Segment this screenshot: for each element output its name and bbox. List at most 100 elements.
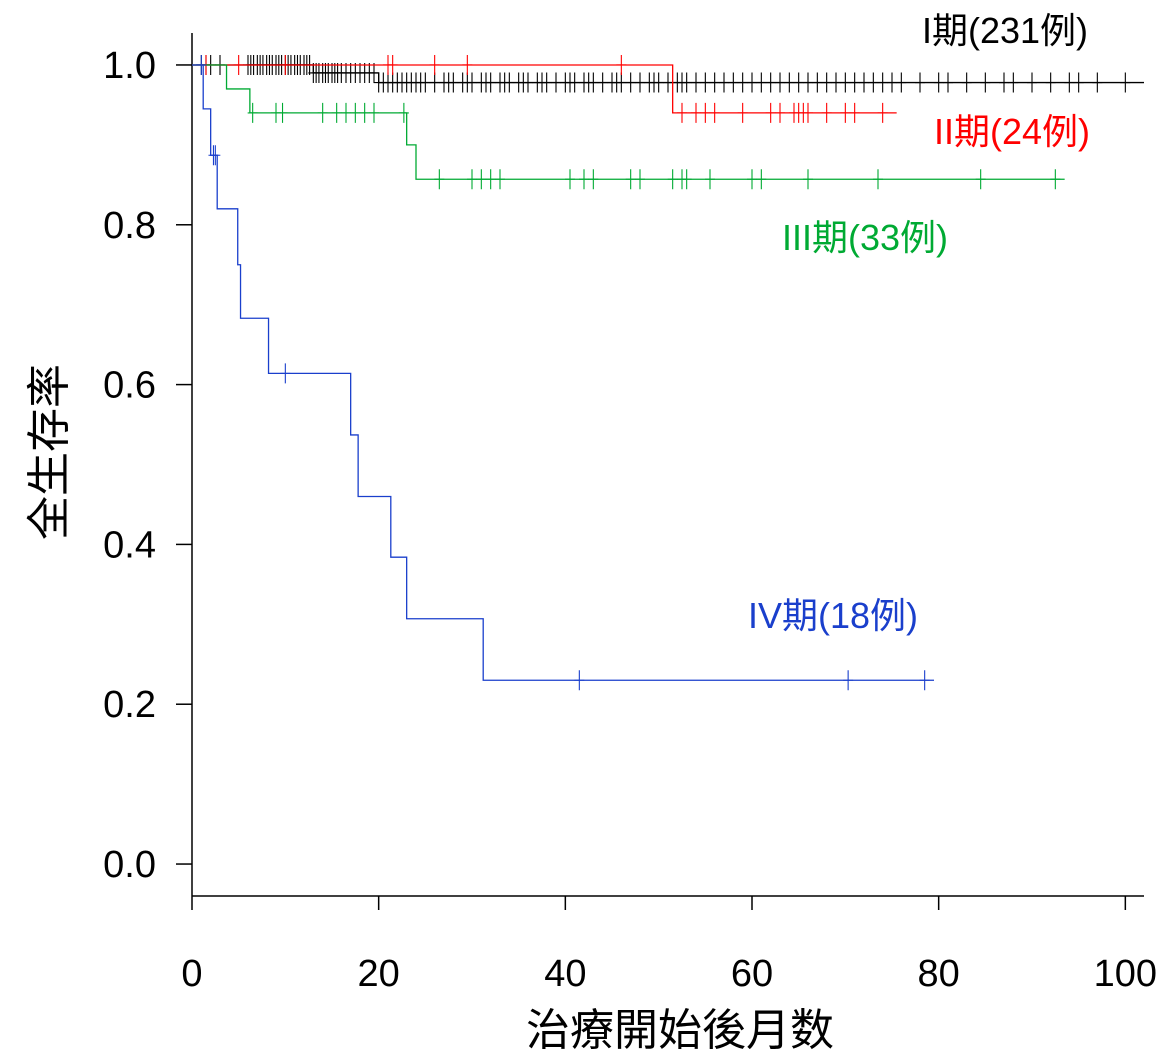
- censor-mark: [667, 169, 678, 190]
- censor-mark: [737, 102, 748, 123]
- censor-mark: [369, 62, 379, 83]
- survival-curve-4: [192, 64, 934, 681]
- censor-mark: [728, 72, 739, 93]
- y-tick-label: 0.8: [103, 205, 156, 247]
- censor-mark: [980, 72, 991, 93]
- censor-mark: [793, 72, 804, 93]
- plot-marks: [192, 54, 1144, 691]
- censor-mark: [280, 54, 291, 75]
- censor-mark: [398, 102, 409, 123]
- censor-mark: [915, 72, 925, 93]
- censor-mark: [821, 72, 832, 93]
- x-tick-label: 100: [1094, 953, 1157, 995]
- censor-mark: [709, 72, 720, 93]
- censor-mark: [616, 54, 627, 75]
- censor-mark: [359, 102, 370, 123]
- y-tick-label: 1.0: [103, 45, 156, 87]
- censor-mark: [784, 72, 795, 93]
- censor-mark: [756, 169, 767, 190]
- censor-mark: [756, 72, 767, 93]
- censor-mark: [1073, 72, 1084, 93]
- censor-mark: [681, 72, 692, 93]
- x-tick-label: 80: [918, 953, 960, 995]
- censor-mark: [574, 670, 585, 691]
- censor-mark: [476, 169, 487, 190]
- censor-mark: [849, 72, 860, 93]
- censor-mark: [933, 72, 944, 93]
- censor-mark: [803, 102, 813, 123]
- censor-mark: [775, 72, 785, 93]
- censor-mark: [999, 72, 1009, 93]
- censor-mark: [821, 102, 832, 123]
- censor-mark: [369, 102, 379, 123]
- censor-mark: [625, 169, 636, 190]
- censor-mark: [700, 102, 711, 123]
- censor-mark: [873, 169, 883, 190]
- censor-mark: [485, 169, 496, 190]
- censor-mark: [485, 72, 496, 93]
- censor-mark: [919, 670, 930, 691]
- censor-mark: [588, 169, 599, 190]
- censor-mark: [681, 169, 692, 190]
- censor-mark: [1050, 169, 1061, 190]
- censor-mark: [709, 102, 720, 123]
- censor-mark: [877, 102, 888, 123]
- censor-mark: [616, 72, 627, 93]
- censor-mark: [775, 102, 785, 123]
- censor-mark: [812, 72, 823, 93]
- x-tick-label: 60: [731, 953, 773, 995]
- censor-mark: [434, 169, 445, 190]
- censor-mark: [887, 72, 897, 93]
- censor-mark: [350, 102, 361, 123]
- y-tick-label: 0.4: [103, 524, 156, 566]
- censor-mark: [429, 54, 440, 75]
- censor-mark: [747, 72, 757, 93]
- y-tick-label: 0.0: [103, 844, 156, 886]
- censor-mark: [765, 102, 776, 123]
- censor-mark: [233, 54, 244, 75]
- censor-mark: [691, 72, 701, 93]
- x-tick-label: 20: [358, 953, 400, 995]
- censor-mark: [691, 102, 701, 123]
- censor-mark: [1092, 72, 1103, 93]
- censor-mark: [843, 670, 854, 691]
- censor-mark: [541, 72, 552, 93]
- censor-mark: [331, 102, 342, 123]
- censor-mark: [597, 72, 608, 93]
- censor-mark: [635, 169, 645, 190]
- censor-mark: [1064, 72, 1075, 93]
- censor-mark: [196, 54, 207, 75]
- censor-mark: [705, 169, 715, 190]
- censor-mark: [803, 169, 813, 190]
- censor-mark: [975, 169, 986, 190]
- censor-mark: [277, 102, 288, 123]
- censor-mark: [635, 72, 645, 93]
- censor-mark: [247, 102, 258, 123]
- censor-mark: [467, 169, 477, 190]
- censor-mark: [663, 72, 673, 93]
- censor-mark: [523, 72, 533, 93]
- censor-mark: [625, 72, 636, 93]
- series-label-stage-1: I期(231例): [922, 10, 1088, 51]
- censor-mark: [653, 72, 664, 93]
- x-tick-label: 40: [544, 953, 586, 995]
- censor-mark: [1120, 72, 1131, 93]
- censor-mark: [868, 72, 879, 93]
- axes: 0.0 0.2 0.4 0.6 0.8 1.0 0 20 40 60 80 100: [103, 33, 1157, 995]
- censor-mark: [840, 102, 851, 123]
- censor-mark: [579, 169, 589, 190]
- censor-mark: [462, 54, 473, 75]
- censor-mark: [551, 72, 561, 93]
- censor-mark: [1008, 72, 1019, 93]
- censor-mark: [877, 72, 888, 93]
- censor-mark: [943, 72, 953, 93]
- censor-mark: [961, 72, 972, 93]
- series-label-stage-4: IV期(18例): [748, 595, 918, 636]
- censor-mark: [588, 72, 599, 93]
- censor-mark: [719, 72, 729, 93]
- censor-mark: [859, 72, 869, 93]
- censor-mark: [831, 72, 841, 93]
- censor-mark: [341, 102, 351, 123]
- censor-mark: [504, 72, 515, 93]
- censor-mark: [429, 72, 440, 93]
